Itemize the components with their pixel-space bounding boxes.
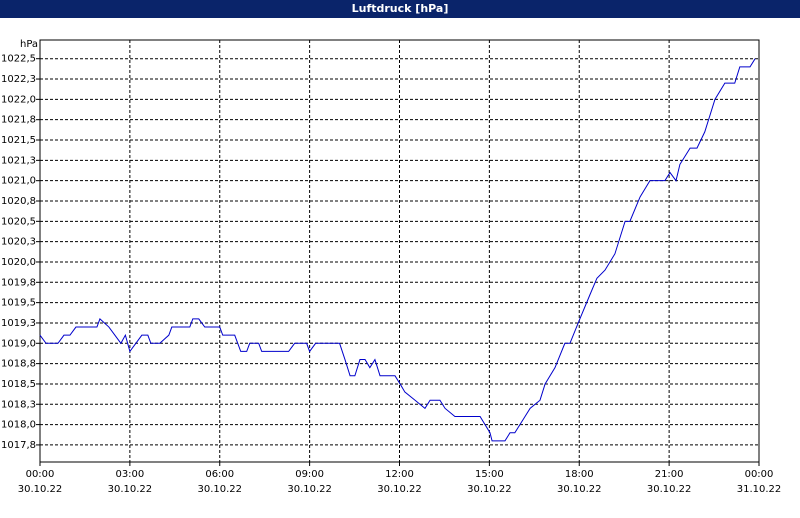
x-tick-label: 09:00 [295,469,324,480]
x-tick-label: 18:00 [565,469,594,480]
y-tick-label: 1019,5 [1,298,36,309]
x-tick-date: 30.10.22 [557,484,602,495]
x-tick-label: 00:00 [745,469,774,480]
x-tick-date: 30.10.22 [108,484,153,495]
x-tick-label: 12:00 [385,469,414,480]
y-tick-label: 1019,3 [1,318,36,329]
x-tick-date: 30.10.22 [287,484,332,495]
y-tick-label: 1018,0 [1,420,36,431]
page: Luftdruck [hPa] hPa 1017,8 1018,0 1018,3 10… [0,0,800,495]
y-tick-label: 1018,5 [1,379,36,390]
x-tick-label: 06:00 [205,469,234,480]
title-bar: Luftdruck [hPa] [0,0,800,18]
x-tick-date: 30.10.22 [377,484,422,495]
x-tick-date: 30.10.22 [467,484,512,495]
x-tick-label: 21:00 [655,469,684,480]
y-tick-label: 1020,0 [1,257,36,268]
x-tick-date: 30.10.22 [197,484,242,495]
y-tick-label: 1020,8 [1,196,36,207]
x-tick-label: 00:00 [26,469,55,480]
y-tick-label: 1022,0 [1,94,36,105]
y-tick-label: 1021,0 [1,176,36,187]
x-tick-date: 30.10.22 [647,484,692,495]
y-tick-label: 1022,3 [1,74,36,85]
y-tick-label: 1021,5 [1,135,36,146]
y-tick-label: 1020,3 [1,237,36,248]
y-axis-label: hPa [20,39,38,50]
chart: hPa 1017,8 1018,0 1018,3 1018,5 1018,8 1019,0… [1,39,782,495]
y-tick-label: 1017,8 [1,440,36,451]
x-tick-label: 03:00 [115,469,144,480]
y-tick-label: 1018,3 [1,399,36,410]
y-tick-label: 1021,3 [1,155,36,166]
x-tick-label: 15:00 [475,469,504,480]
y-tick-label: 1019,0 [1,338,36,349]
y-tick-label: 1021,8 [1,115,36,126]
x-tick-date: 30.10.22 [18,484,63,495]
chart-title: Luftdruck [hPa] [351,2,449,15]
y-tick-label: 1019,8 [1,277,36,288]
y-tick-label: 1018,8 [1,359,36,370]
y-tick-label: 1022,5 [1,54,36,65]
x-tick-date: 31.10.22 [737,484,782,495]
line-series [39,58,756,442]
y-tick-label: 1020,5 [1,216,36,227]
